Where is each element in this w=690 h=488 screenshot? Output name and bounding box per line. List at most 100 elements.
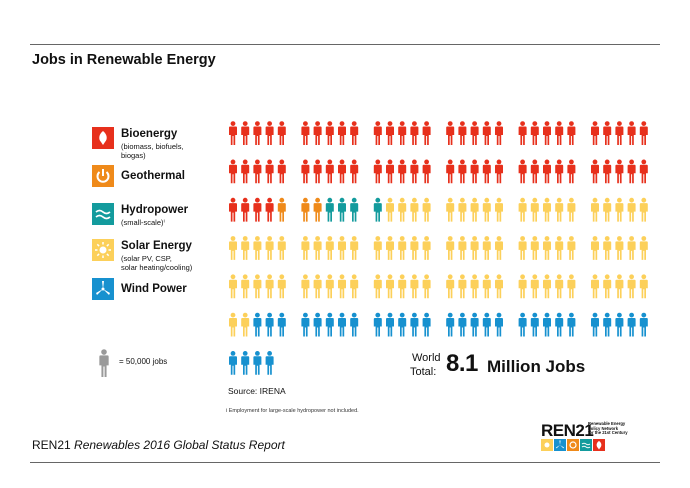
job-icon-solar-energy [253,236,262,260]
job-icon-bioenergy [543,159,551,184]
job-icon-wind-power [567,312,576,337]
job-icon-solar-energy [615,274,624,299]
job-icon-bioenergy [591,159,599,184]
job-icon-bioenergy [373,159,382,184]
total-prefix-total: Total: [410,366,437,378]
scale-label: = 50,000 jobs [119,357,168,366]
job-icon-solar-energy [543,236,551,260]
legend-label-hydropower: Hydropower [121,204,189,216]
job-icon-wind-power [398,312,407,337]
job-icon-bioenergy [313,159,322,184]
job-icon-bioenergy [446,121,455,145]
job-icon-solar-energy [555,274,564,299]
ren21-logo-tagline: Renewable Energy Policy Network for the 21… [588,421,628,436]
job-icon-bioenergy [338,159,346,184]
job-icon-hydropower [373,197,382,222]
job-icon-solar-energy [482,197,491,222]
job-icon-bioenergy [229,159,237,184]
job-icon-solar-energy [470,236,479,260]
job-icon-solar-energy [229,312,237,337]
job-icon-solar-energy [313,236,322,260]
job-icon-solar-energy [591,197,599,222]
job-icon-bioenergy [241,159,250,184]
job-icon-wind-power [422,312,431,337]
job-icon-solar-energy [530,236,539,260]
job-icon-geothermal [313,197,322,222]
legend-sub-solar: (solar PV, CSP, solar heating/cooling) [121,254,193,272]
job-icon-bioenergy [458,121,467,145]
job-icon-wind-power [265,351,274,375]
job-icon-bioenergy [458,159,467,184]
job-icon-solar-energy [458,236,467,260]
job-icon-solar-energy [446,274,455,299]
logo-hydro-icon [580,439,592,451]
job-icon-solar-energy [398,236,407,260]
job-icon-bioenergy [386,159,394,184]
job-icon-solar-energy [543,274,551,299]
job-icon-bioenergy [470,159,479,184]
job-icon-bioenergy [639,121,648,145]
job-icon-wind-power [386,312,394,337]
job-icon-wind-power [591,312,599,337]
job-icon-solar-energy [422,197,431,222]
job-icon-bioenergy [518,159,527,184]
job-icon-wind-power [338,312,346,337]
job-icon-hydropower [338,197,346,222]
ren21-logo-icons [541,439,605,451]
job-icon-bioenergy [338,121,346,145]
job-icon-solar-energy [446,197,455,222]
job-icon-solar-energy [313,274,322,299]
job-icon-bioenergy [410,159,419,184]
turbine-icon [92,278,114,300]
job-icon-wind-power [265,312,274,337]
job-icon-solar-energy [277,236,286,260]
bottom-rule [30,462,660,463]
report-org: REN21 [32,438,71,452]
job-icon-solar-energy [518,236,527,260]
total-prefix-world: World [412,352,441,364]
job-icon-bioenergy [555,159,564,184]
job-icon-bioenergy [543,121,551,145]
job-icon-bioenergy [518,121,527,145]
job-icon-solar-energy [265,274,274,299]
job-icon-solar-energy [603,236,612,260]
job-icon-bioenergy [422,121,431,145]
total-unit: Million Jobs [487,357,586,376]
job-icon-bioenergy [530,121,539,145]
job-icon-solar-energy [495,274,503,299]
job-icon-bioenergy [229,121,237,145]
job-icon-wind-power [446,312,455,337]
job-icon-solar-energy [555,236,564,260]
job-icon-wind-power [482,312,491,337]
job-icon-solar-energy [518,274,527,299]
legend-sub-hydropower: (small-scale)ⁱ [121,218,165,227]
job-icon-bioenergy [470,121,479,145]
job-icon-wind-power [253,312,262,337]
job-icon-solar-energy [518,197,527,222]
job-icon-wind-power [410,312,419,337]
job-icon-bioenergy [313,121,322,145]
job-icon-bioenergy [422,159,431,184]
job-icon-wind-power [555,312,564,337]
job-icon-bioenergy [265,197,274,222]
sun-icon [92,239,114,261]
job-icon-solar-energy [627,197,636,222]
job-icon-wind-power [603,312,612,337]
job-icon-bioenergy [495,159,503,184]
job-icon-solar-energy [350,274,359,299]
job-icon-solar-energy [495,236,503,260]
report-citation: REN21 Renewables 2016 Global Status Repo… [32,438,285,452]
job-icon-bioenergy [301,121,310,145]
job-icon-solar-energy [301,236,310,260]
job-icon-solar-energy [615,197,624,222]
job-icon-solar-energy [373,274,382,299]
job-icon-bioenergy [301,159,310,184]
job-icon-bioenergy [410,121,419,145]
job-icon-bioenergy [446,159,455,184]
job-icon-solar-energy [458,274,467,299]
job-icon-solar-energy [627,236,636,260]
job-icon-bioenergy [253,121,262,145]
job-icon-bioenergy [241,197,250,222]
job-icon-solar-energy [386,274,394,299]
job-icon-bioenergy [603,159,612,184]
